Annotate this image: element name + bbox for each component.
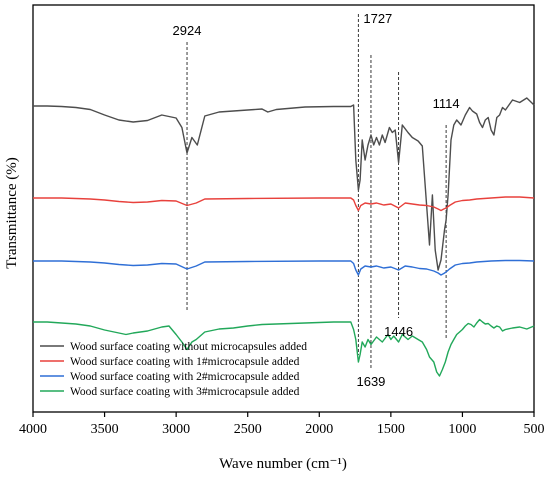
x-axis-title: Wave number (cm⁻¹) xyxy=(219,456,347,472)
legend-label: Wood surface coating with 1#microcapsule… xyxy=(70,356,300,368)
x-tick-label: 4000 xyxy=(19,422,47,437)
x-tick-label: 2000 xyxy=(305,422,333,437)
plot-frame xyxy=(32,4,535,413)
y-axis-title: Transmittance (%) xyxy=(4,157,20,269)
x-tick-label: 1500 xyxy=(377,422,405,437)
series-lines xyxy=(33,97,535,377)
legend-label: Wood surface coating with 2#microcapsule… xyxy=(70,371,300,383)
annotation-labels: 2924 1727 1639 1446 1114 xyxy=(173,11,460,389)
legend-label: Wood surface coating with 3#microcapsule… xyxy=(70,386,300,398)
annotation-label: 1114 xyxy=(433,96,460,111)
x-axis-ticks: 4000 3500 3000 2500 2000 1500 1000 500 xyxy=(19,412,545,437)
annotation-label: 1727 xyxy=(363,11,392,26)
annotation-label: 1446 xyxy=(384,324,413,339)
series-line-1 xyxy=(33,97,535,271)
series-line-3 xyxy=(33,259,535,276)
legend: Wood surface coating without microcapsul… xyxy=(40,341,307,398)
x-tick-label: 3000 xyxy=(162,422,190,437)
annotation-guides xyxy=(186,14,447,370)
annotation-label: 1639 xyxy=(356,374,385,389)
x-tick-label: 500 xyxy=(524,422,545,437)
x-tick-label: 2500 xyxy=(234,422,262,437)
annotation-label: 2924 xyxy=(173,23,202,38)
series-line-4 xyxy=(33,318,535,377)
series-line-2 xyxy=(33,196,535,212)
x-tick-label: 3500 xyxy=(91,422,119,437)
x-tick-label: 1000 xyxy=(448,422,476,437)
legend-label: Wood surface coating without microcapsul… xyxy=(70,341,307,353)
